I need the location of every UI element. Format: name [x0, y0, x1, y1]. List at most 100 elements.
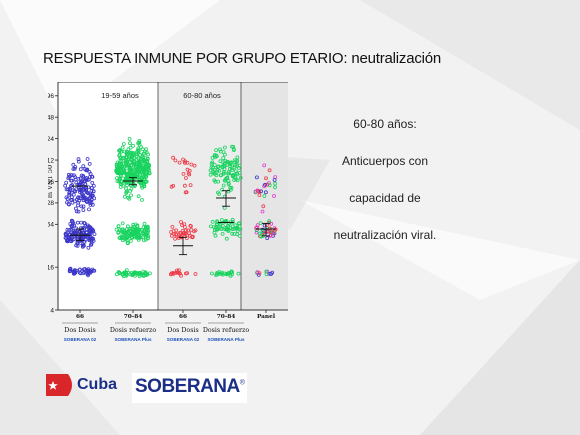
- data-point: [209, 271, 214, 276]
- data-point: [68, 174, 72, 178]
- data-point: [213, 179, 218, 184]
- data-point: [73, 175, 78, 179]
- data-point: [140, 198, 144, 202]
- data-point: [135, 171, 140, 176]
- x-tick-label: 66: [76, 314, 84, 320]
- data-point: [139, 170, 144, 175]
- data-point: [138, 159, 143, 164]
- data-point: [85, 157, 90, 161]
- data-point: [67, 193, 72, 197]
- data-point: [74, 209, 79, 214]
- data-point: [229, 185, 234, 190]
- data-point: [267, 168, 272, 173]
- bottom-label: Dosis refuerzo: [203, 327, 249, 334]
- data-point: [72, 166, 77, 171]
- data-point: [229, 160, 234, 165]
- data-point: [63, 232, 68, 236]
- data-point: [227, 171, 232, 176]
- data-point: [137, 140, 142, 145]
- data-point: [273, 185, 277, 190]
- data-point: [231, 147, 236, 152]
- data-point: [170, 271, 175, 276]
- data-point: [265, 182, 270, 187]
- data-point: [130, 169, 135, 174]
- data-point: [128, 238, 133, 243]
- data-point: [121, 155, 126, 160]
- group-label: 60-80 años: [183, 91, 221, 100]
- data-point: [267, 219, 272, 224]
- data-point: [141, 269, 146, 274]
- data-point: [144, 230, 149, 235]
- data-point: [63, 235, 68, 240]
- data-point: [127, 196, 132, 201]
- data-point: [259, 189, 264, 194]
- data-point: [79, 226, 83, 231]
- data-point: [219, 218, 224, 222]
- data-point: [126, 228, 131, 233]
- data-point: [142, 238, 146, 243]
- data-point: [119, 180, 123, 184]
- data-point: [85, 190, 90, 195]
- data-point: [226, 189, 231, 194]
- data-point: [254, 226, 259, 231]
- data-point: [264, 269, 269, 274]
- data-point: [141, 170, 146, 175]
- data-point: [91, 189, 96, 193]
- data-point: [218, 149, 223, 154]
- data-point: [85, 227, 89, 232]
- data-point: [230, 231, 235, 236]
- data-point: [65, 200, 69, 205]
- data-point: [145, 226, 150, 231]
- cuba-logo: Cuba: [46, 373, 126, 399]
- data-point: [83, 167, 87, 172]
- data-point: [218, 147, 222, 152]
- data-point: [88, 199, 92, 203]
- data-point: [173, 236, 177, 241]
- data-point: [186, 228, 191, 233]
- data-point: [214, 227, 219, 232]
- data-point: [235, 226, 239, 231]
- data-point: [69, 190, 74, 195]
- data-point: [88, 203, 93, 207]
- data-point: [76, 209, 81, 214]
- y-tick-label: 512: [48, 157, 54, 164]
- data-point: [262, 194, 267, 198]
- data-point: [213, 225, 218, 230]
- data-point: [69, 198, 74, 202]
- data-point: [86, 245, 91, 250]
- data-point: [82, 179, 87, 184]
- x-tick-label: 70-84: [124, 314, 143, 320]
- data-point: [80, 268, 84, 273]
- neutralization-scatter-chart: 4 16 64 128 256 512 1024 2048 4096 m VNT 50 19-59…: [48, 82, 288, 342]
- data-point: [90, 236, 94, 241]
- data-point: [214, 148, 219, 152]
- data-point: [179, 273, 183, 278]
- data-point: [121, 176, 125, 181]
- data-point: [188, 223, 193, 228]
- data-point: [68, 235, 73, 240]
- data-point: [171, 155, 175, 160]
- x-tick-label: Panel: [257, 314, 276, 320]
- data-point: [145, 157, 150, 162]
- data-point: [136, 237, 141, 242]
- data-point: [87, 162, 92, 166]
- data-point: [263, 182, 267, 187]
- data-point: [217, 270, 222, 274]
- data-point: [232, 158, 237, 163]
- data-point: [214, 273, 219, 278]
- data-point: [176, 236, 181, 240]
- data-point: [236, 166, 241, 170]
- data-point: [87, 270, 91, 275]
- data-point: [141, 180, 146, 185]
- data-point: [115, 164, 119, 169]
- data-point: [212, 163, 217, 167]
- data-point: [117, 152, 122, 157]
- data-point: [174, 228, 179, 233]
- data-point: [187, 172, 192, 177]
- data-point: [125, 183, 129, 188]
- data-point: [217, 168, 222, 173]
- data-point: [116, 270, 121, 274]
- data-point: [114, 227, 119, 232]
- data-point: [90, 202, 95, 207]
- data-point: [221, 171, 226, 176]
